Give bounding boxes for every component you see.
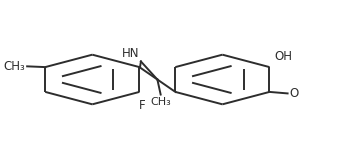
Text: CH₃: CH₃ [4,60,25,73]
Text: CH₃: CH₃ [150,97,171,107]
Text: HN: HN [122,47,139,60]
Text: OH: OH [275,50,293,63]
Text: O: O [289,87,298,100]
Text: F: F [139,99,145,112]
